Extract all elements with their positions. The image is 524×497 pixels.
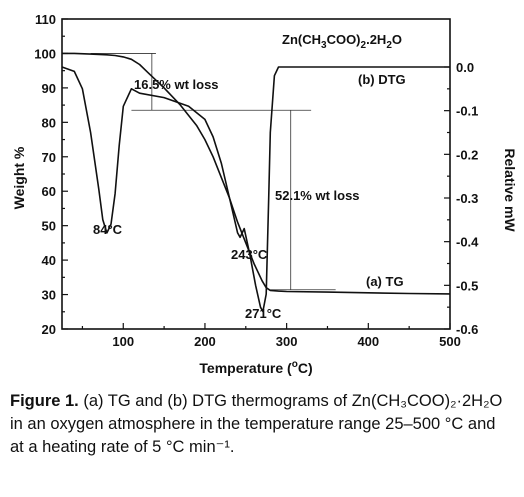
right-tick-label: 0.0 <box>456 60 474 75</box>
left-tick-label: 40 <box>42 253 56 268</box>
series-label-tg: (a) TG <box>366 274 404 289</box>
peak-label-243: 243°C <box>231 247 268 262</box>
right-tick-label: -0.4 <box>456 235 479 250</box>
figure-caption: Figure 1. (a) TG and (b) DTG thermograms… <box>10 390 510 459</box>
wt-loss-label-1: 16.5% wt loss <box>134 77 219 92</box>
series-layer <box>61 52 451 313</box>
left-tick-label: 30 <box>42 288 56 303</box>
x-tick-label: 400 <box>357 334 379 349</box>
caption-label: Figure 1. <box>10 392 79 410</box>
left-tick-label: 60 <box>42 184 56 199</box>
x-axis-title: Temperature (oC) <box>199 359 312 376</box>
right-y-axis-ticks: 0.0 -0.1 -0.2 -0.3 -0.4 -0.5 -0.6 <box>444 60 479 337</box>
left-tick-label: 20 <box>42 322 56 337</box>
left-tick-label: 50 <box>42 219 56 234</box>
right-tick-label: -0.1 <box>456 104 478 119</box>
left-y-axis-ticks: 20 30 40 50 60 70 80 90 100 110 <box>34 12 68 337</box>
left-tick-label: 80 <box>42 115 56 130</box>
left-tick-label: 70 <box>42 150 56 165</box>
thermogram-chart: 100 200 300 400 500 20 30 40 50 60 70 80 90 100 110 0… <box>11 12 518 376</box>
right-tick-label: -0.2 <box>456 147 478 162</box>
right-tick-label: -0.5 <box>456 278 478 293</box>
x-axis-ticks: 100 200 300 400 500 <box>81 323 461 349</box>
series-dtg-line <box>61 66 450 313</box>
wt-loss-label-2: 52.1% wt loss <box>275 188 360 203</box>
x-tick-label: 100 <box>112 334 134 349</box>
y-axis-title-right: Relative mW <box>502 148 518 232</box>
right-tick-label: -0.3 <box>456 191 478 206</box>
caption-text: (a) TG and (b) DTG thermograms of Zn(CH₃… <box>10 392 503 456</box>
left-tick-label: 110 <box>35 12 56 27</box>
right-tick-label: -0.6 <box>456 322 478 337</box>
series-tg-line <box>62 52 451 295</box>
y-axis-title-left: Weight % <box>11 146 27 209</box>
left-tick-label: 100 <box>34 46 56 61</box>
weight-loss-guides <box>90 53 336 291</box>
x-tick-label: 300 <box>276 334 298 349</box>
peak-label-84: 84°C <box>93 222 123 237</box>
left-tick-label: 90 <box>42 81 56 96</box>
compound-label: Zn(CH3COO)2.2H2O <box>282 32 402 51</box>
x-tick-label: 200 <box>194 334 216 349</box>
series-label-dtg: (b) DTG <box>358 72 406 87</box>
x-tick-label: 500 <box>439 334 461 349</box>
peak-label-271: 271°C <box>245 306 282 321</box>
